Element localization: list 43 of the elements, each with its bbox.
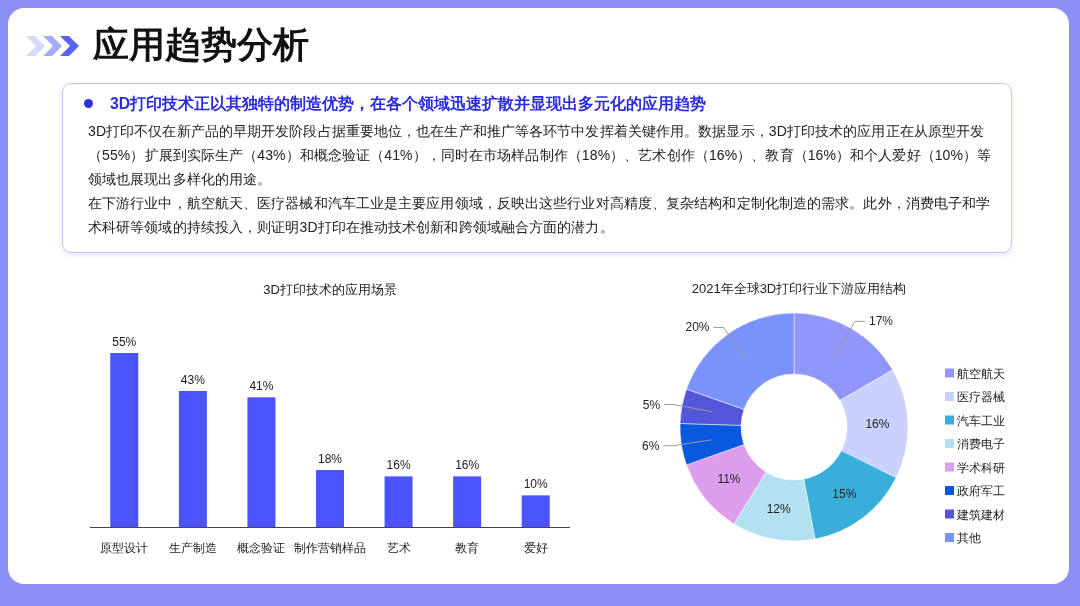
x-tick-label: 爱好 xyxy=(523,541,548,555)
x-tick-label: 概念验证 xyxy=(237,541,286,555)
text: 在下游行业中，航空航天、医疗器械和汽车工业是主要应用领域，反映出这些行业对高精度、复杂结构和定制化制造的需求。此外，消费电子和学术科研等领域的持续投入，则证明3D打印在推动技术创新和跨领域融合方面的潜力。 xyxy=(88,194,992,237)
data-label: 6% xyxy=(642,438,660,453)
data-label: 16% xyxy=(865,417,890,432)
data-label: 41% xyxy=(249,379,274,394)
x-tick-label: 教育 xyxy=(455,541,480,555)
x-tick-label: 艺术 xyxy=(386,541,411,555)
data-label: 55% xyxy=(112,335,137,349)
text: 3D打印不仅在新产品的早期开发阶段占据重要地位，也在生产和推广等各环节中发挥着关键作用。数据显示，3D打印技术的应用正在从原型开发（55%）扩展到实际生产（43%）和概念验证（41%），同时在市场样品制作（18%）、艺术创作（16%）、教育（16%）和个人爱好（10%）等领域也展现出多样化的用途。 xyxy=(88,122,993,189)
bar xyxy=(110,353,139,527)
x-tick-label: 生产制造 xyxy=(168,541,217,555)
bar xyxy=(178,390,207,527)
chart-title: 3D打印技术的应用场景 xyxy=(263,282,397,297)
data-label: 11% xyxy=(717,472,741,487)
data-label: 43% xyxy=(180,372,206,387)
bar xyxy=(521,495,550,527)
legend-label: 政府军工 xyxy=(957,484,1005,498)
data-label: 12% xyxy=(766,502,791,517)
data-label: 16% xyxy=(386,458,411,473)
text: 3D打印技术正以其独特的制造优势，在各个领域迅速扩散并显现出多元化的应用趋势 xyxy=(110,94,707,114)
legend-label: 建筑建材 xyxy=(956,507,1005,522)
data-label: 20% xyxy=(685,320,710,335)
data-label: 15% xyxy=(832,486,857,501)
legend-label: 其他 xyxy=(957,531,981,545)
x-tick-label: 制作营销样品 xyxy=(294,541,366,555)
data-label: 16% xyxy=(455,458,480,473)
data-label: 10% xyxy=(523,477,549,492)
text: 应用趋势分析 xyxy=(93,23,309,67)
bar xyxy=(316,470,344,527)
data-label: 18% xyxy=(317,452,343,467)
bar xyxy=(247,397,276,527)
legend-label: 医疗器械 xyxy=(957,390,1005,404)
legend-label: 汽车工业 xyxy=(957,413,1005,428)
legend-label: 消费电子 xyxy=(957,437,1005,451)
legend-label: 学术科研 xyxy=(957,460,1005,475)
data-label: 5% xyxy=(642,397,661,412)
chart-title: 2021年全球3D打印行业下游应用结构 xyxy=(691,281,907,296)
bar xyxy=(453,476,482,527)
bar xyxy=(384,476,413,527)
legend-label: 航空航天 xyxy=(957,366,1005,381)
x-tick-label: 原型设计 xyxy=(100,541,149,555)
data-label: 17% xyxy=(869,314,894,329)
